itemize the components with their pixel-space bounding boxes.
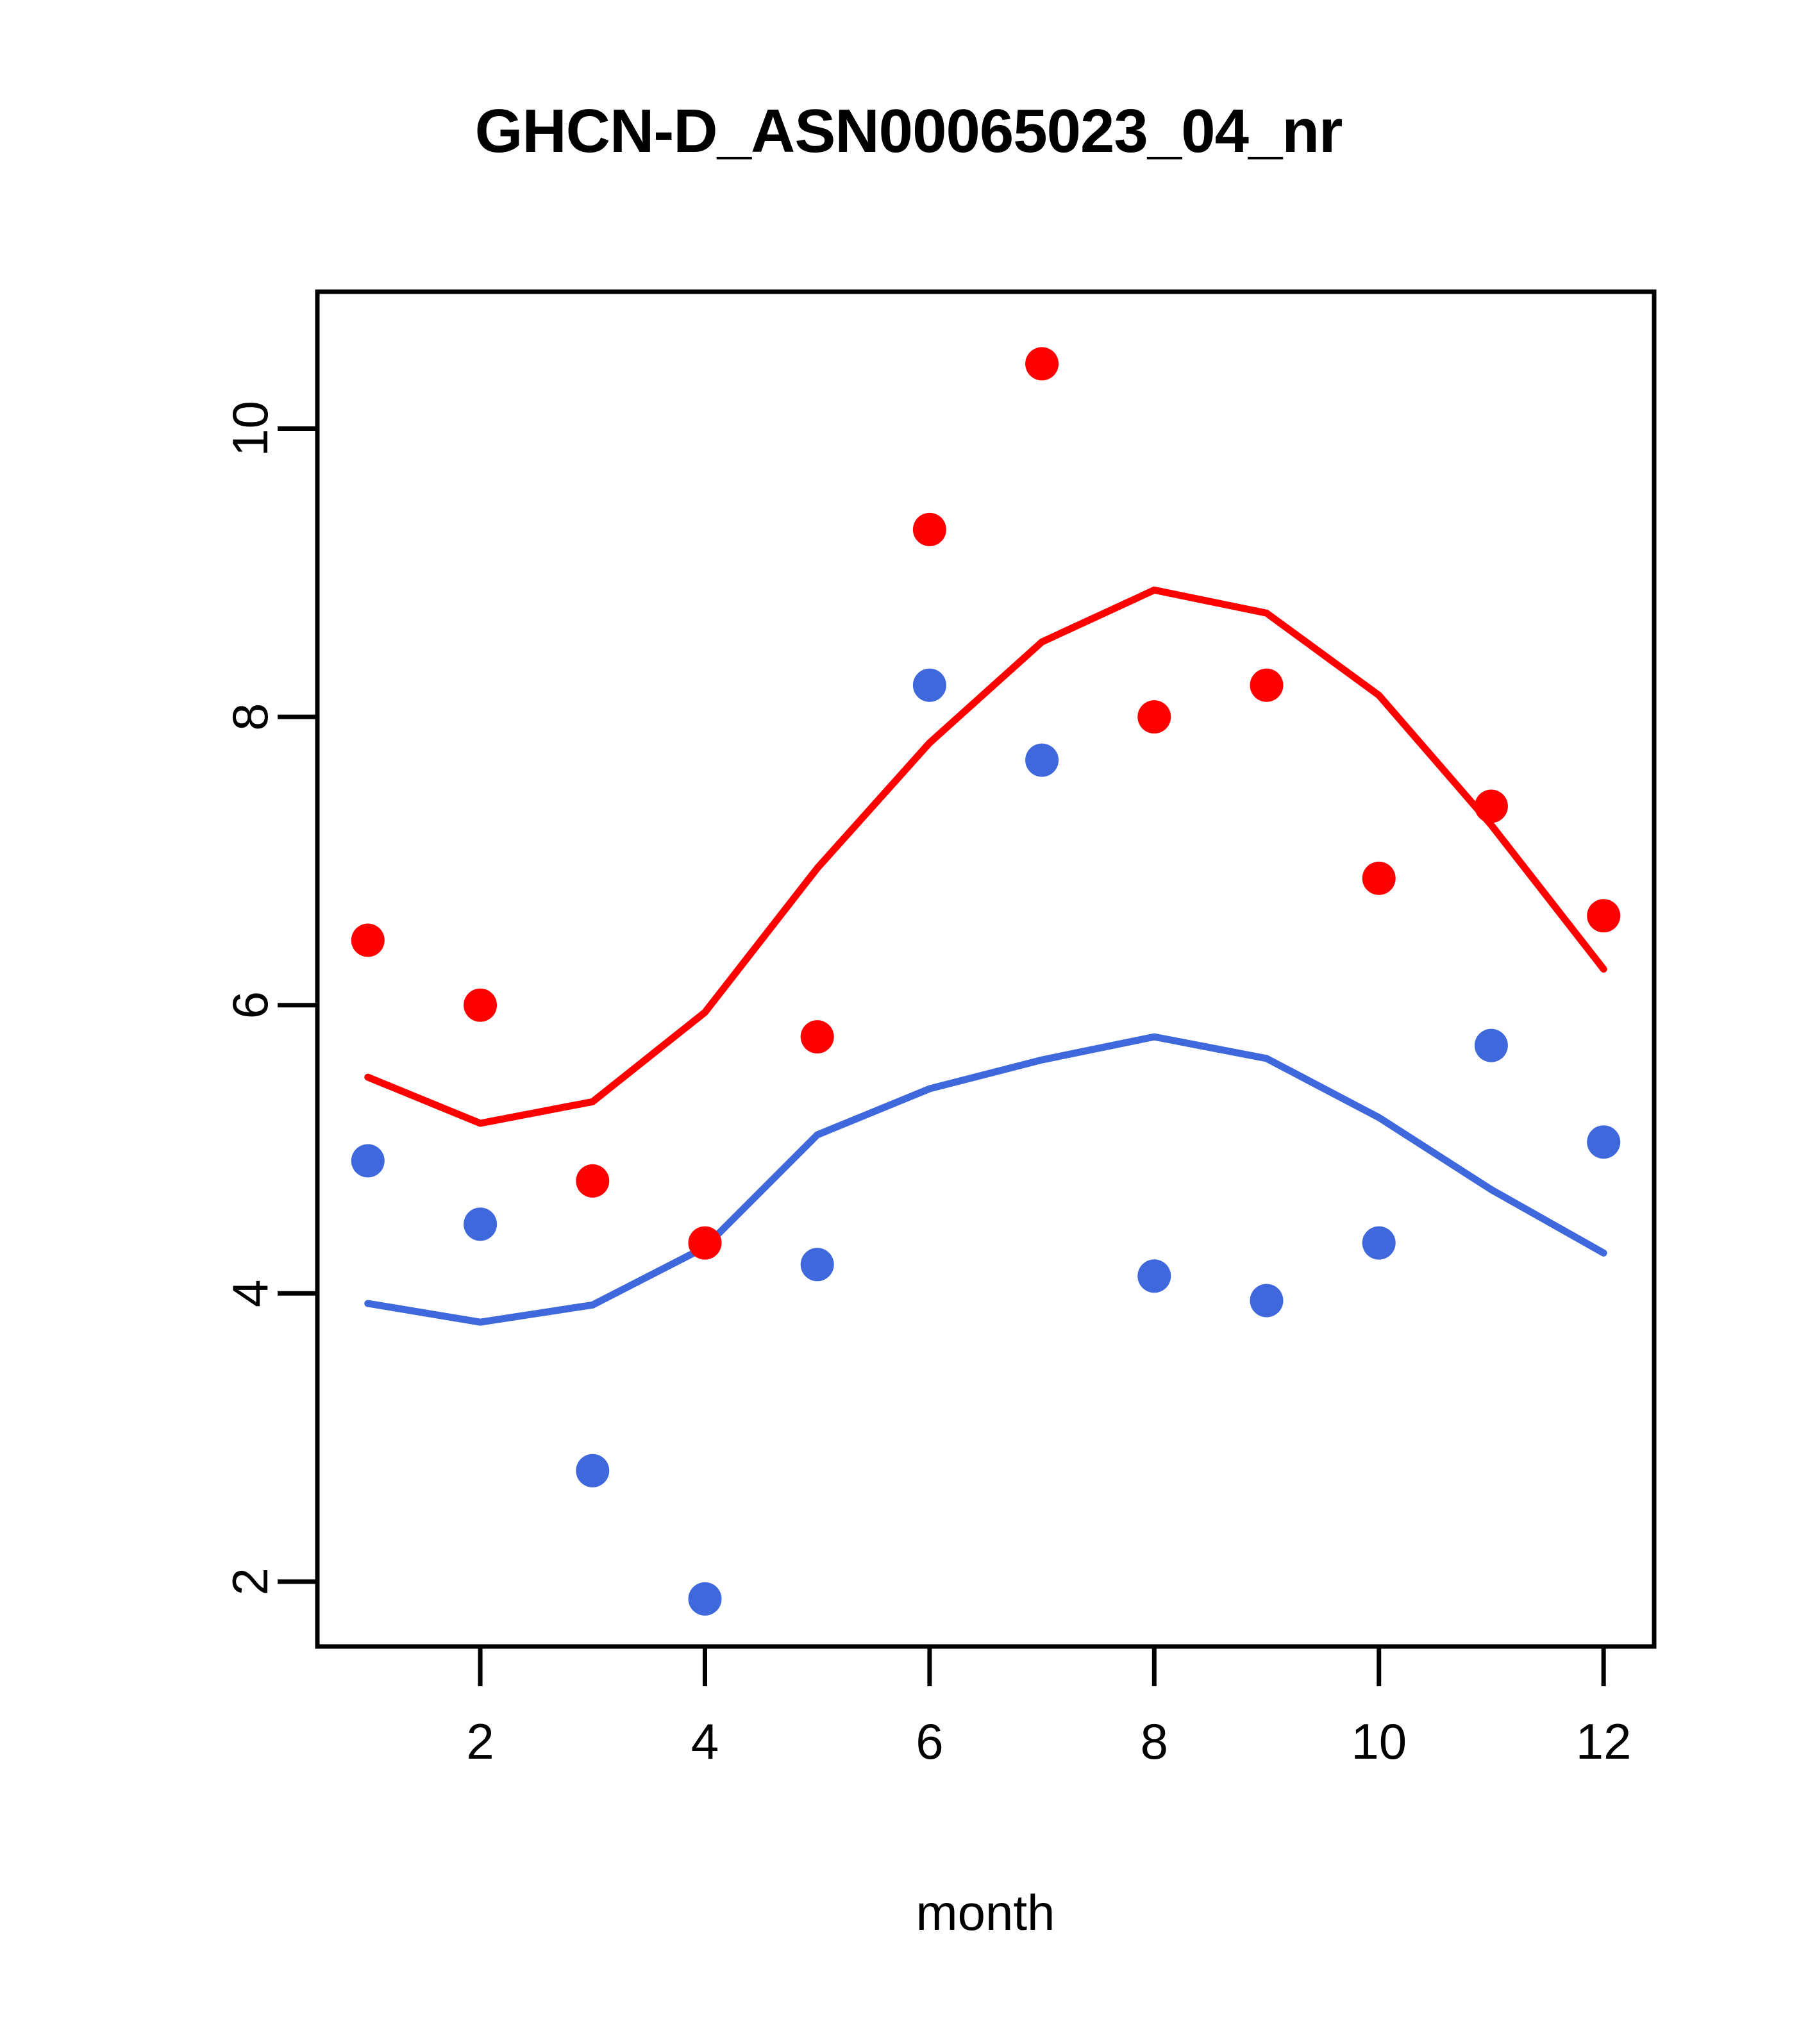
x-tick-label: 4 (691, 1713, 719, 1770)
blue-points-marker (1587, 1125, 1621, 1159)
red-points-marker (351, 923, 385, 957)
y-tick-label: 4 (222, 1280, 278, 1307)
trend-lines (364, 586, 1607, 1326)
red-points-marker (1362, 861, 1396, 895)
blue-points-marker (1362, 1226, 1396, 1260)
blue-points-marker (1025, 743, 1059, 777)
page-title: GHCN-D_ASN00065023_04_nr (474, 97, 1343, 165)
blue-trend-line (364, 1033, 1607, 1326)
red-points-marker (800, 1020, 834, 1054)
blue-points-marker (1474, 1028, 1508, 1062)
blue-points-marker (1250, 1284, 1284, 1318)
x-axis-ticks (478, 1646, 1606, 1686)
red-points-marker (1137, 700, 1171, 734)
y-tick-label: 2 (222, 1568, 278, 1595)
blue-points-marker (464, 1207, 498, 1241)
y-tick-label: 10 (222, 401, 278, 457)
blue-points-marker (351, 1144, 385, 1178)
red-points-marker (464, 988, 498, 1022)
plot-box-border (315, 289, 1657, 1649)
y-tick-label: 8 (222, 703, 278, 730)
x-tick-label: 12 (1576, 1713, 1632, 1770)
red-points-marker (1474, 789, 1508, 823)
x-axis-tick-labels: 2 4 6 8 10 12 (466, 1713, 1631, 1770)
red-points-marker (1587, 899, 1621, 933)
y-axis-ticks (278, 426, 317, 1584)
y-axis-tick-labels: 2 4 6 8 10 (222, 401, 278, 1595)
blue-points-marker (688, 1582, 722, 1616)
red-points-marker (912, 512, 946, 546)
plot-frame (315, 289, 1657, 1649)
data-points (351, 347, 1621, 1616)
blue-points-marker (576, 1453, 610, 1487)
red-points-marker (576, 1164, 610, 1198)
blue-points-marker (1137, 1259, 1171, 1293)
x-tick-label: 8 (1141, 1713, 1168, 1770)
x-axis-title: month (916, 1884, 1055, 1941)
red-trend-line (364, 586, 1607, 1127)
x-tick-label: 6 (916, 1713, 943, 1770)
x-tick-label: 10 (1351, 1713, 1407, 1770)
blue-points-marker (800, 1248, 834, 1282)
red-points-marker (1250, 668, 1284, 702)
blue-points-marker (912, 668, 946, 702)
y-tick-label: 6 (222, 991, 278, 1019)
red-points-marker (688, 1226, 722, 1260)
red-points-marker (1025, 347, 1059, 381)
x-tick-label: 2 (466, 1713, 494, 1770)
